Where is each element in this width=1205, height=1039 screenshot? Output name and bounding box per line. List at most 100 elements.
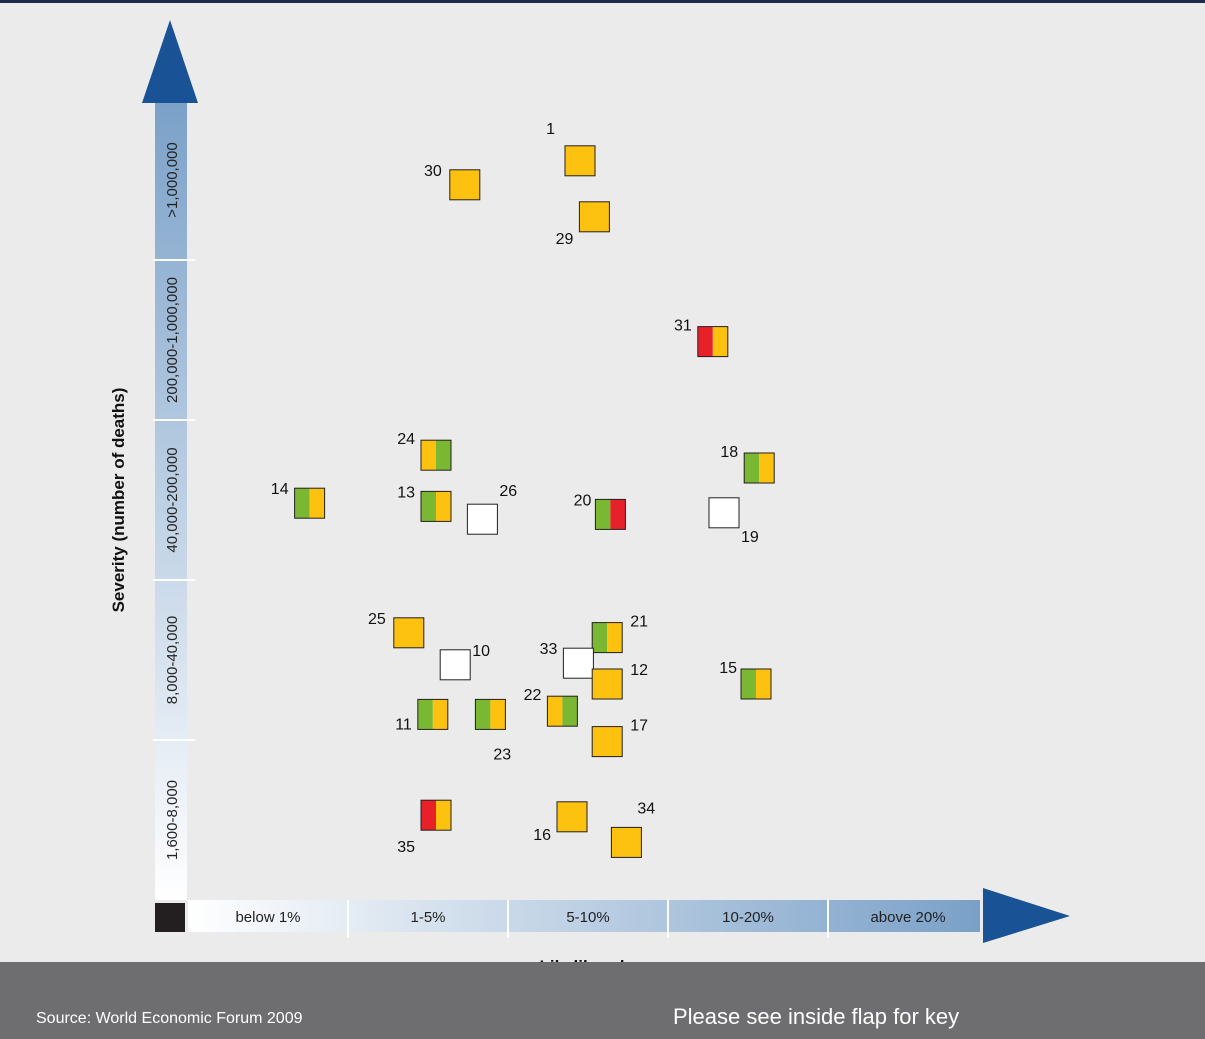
risk-marker-label: 23: [493, 746, 511, 763]
x-axis-arrow-icon: [983, 888, 1070, 943]
origin-square: [155, 903, 185, 932]
risk-marker-fill: [440, 649, 471, 680]
risk-marker-fill: [421, 800, 436, 831]
risk-marker-fill: [592, 669, 623, 699]
y-axis-band: [155, 96, 187, 900]
footer-bar: Source: World Economic Forum 2009 Please…: [0, 962, 1205, 1039]
risk-marker-label: 19: [741, 529, 759, 546]
risk-marker-border: [449, 169, 481, 201]
risk-marker-31: 31: [674, 318, 729, 358]
risk-marker-label: 34: [637, 800, 655, 817]
key-note: Please see inside flap for key: [673, 1004, 960, 1029]
risk-marker-border: [697, 326, 729, 358]
risk-marker-29: 29: [556, 201, 610, 248]
risk-marker-fill: [712, 326, 728, 357]
risk-marker-label: 12: [630, 662, 648, 679]
risk-marker-border: [562, 647, 594, 679]
risk-marker-label: 26: [499, 483, 517, 500]
risk-marker-fill: [467, 504, 498, 535]
risk-marker-border: [591, 726, 623, 758]
risk-marker-label: 1: [546, 121, 555, 138]
risk-marker-border: [294, 487, 326, 519]
risk-marker-label: 30: [424, 163, 442, 180]
risk-marker-border: [591, 622, 623, 654]
risk-chart: below 1% 1-5% 5-10% 10-20% above 20% 1,600-8,…: [109, 20, 1070, 962]
risk-marker-label: 17: [630, 718, 648, 735]
risk-marker-fill: [595, 499, 611, 530]
risk-marker-fill: [432, 699, 448, 730]
risk-marker-border: [474, 698, 506, 730]
risk-marker-label: 25: [368, 611, 386, 628]
risk-marker-fill: [309, 488, 325, 519]
risk-marker-13: 13: [397, 484, 452, 522]
risk-marker-34: 34: [610, 800, 655, 858]
risk-marker-fill: [475, 699, 491, 730]
risk-marker-fill: [436, 491, 451, 522]
risk-marker-border: [578, 201, 610, 233]
risk-marker-label: 29: [556, 231, 574, 248]
y-tick-label: 8,000-40,000: [164, 616, 181, 704]
risk-marker-18: 18: [720, 444, 775, 484]
risk-marker-border: [591, 668, 623, 700]
y-axis-arrow-icon: [142, 20, 198, 103]
risk-marker-label: 18: [720, 444, 738, 461]
risk-marker-label: 31: [674, 318, 692, 335]
risk-marker-border: [564, 145, 596, 177]
risk-marker-fill: [421, 491, 436, 522]
risk-marker-border: [708, 497, 740, 529]
x-tick-label: 10-20%: [722, 909, 774, 926]
risk-marker-14: 14: [271, 481, 326, 519]
risk-marker-11: 11: [395, 698, 449, 733]
risk-marker-22: 22: [524, 687, 578, 727]
risk-marker-fill: [294, 488, 310, 519]
risk-marker-1: 1: [546, 121, 596, 177]
risk-marker-fill: [449, 169, 480, 200]
risk-marker-border: [743, 452, 775, 484]
risk-marker-border: [466, 503, 498, 535]
risk-marker-fill: [579, 201, 610, 232]
risk-marker-label: 35: [397, 839, 415, 856]
x-tick-label: above 20%: [870, 909, 945, 926]
risk-marker-30: 30: [424, 163, 481, 201]
y-axis-title: Severity (number of deaths): [109, 388, 128, 613]
risk-marker-17: 17: [591, 718, 648, 758]
risk-marker-fill: [562, 696, 578, 727]
risk-marker-25: 25: [368, 611, 425, 649]
risk-marker-fill: [421, 440, 436, 471]
risk-marker-33: 33: [540, 641, 594, 679]
risk-marker-fill: [393, 617, 424, 648]
y-tick-label: 40,000-200,000: [164, 447, 181, 552]
risk-marker-fill: [436, 800, 451, 831]
top-rule: [0, 0, 1205, 3]
risk-marker-label: 15: [719, 660, 737, 677]
risk-marker-16: 16: [533, 801, 588, 844]
x-tick-label: 1-5%: [410, 909, 445, 926]
risk-marker-label: 16: [533, 827, 551, 844]
risk-marker-border: [420, 439, 452, 471]
risk-marker-label: 22: [524, 687, 542, 704]
risk-marker-fill: [697, 326, 713, 357]
risk-marker-fill: [611, 827, 642, 858]
risk-marker-label: 20: [574, 492, 592, 509]
risk-marker-label: 11: [395, 716, 412, 733]
x-tick-label: 5-10%: [566, 909, 609, 926]
risk-marker-fill: [490, 699, 506, 730]
risk-marker-10: 10: [439, 643, 490, 681]
risk-marker-border: [393, 617, 425, 649]
risk-marker-21: 21: [591, 614, 648, 654]
risk-marker-border: [420, 490, 452, 522]
risk-marker-fill: [744, 453, 760, 483]
x-tick-label: below 1%: [235, 909, 300, 926]
risk-marker-20: 20: [574, 492, 626, 530]
risk-marker-19: 19: [708, 497, 759, 546]
risk-marker-24: 24: [397, 431, 452, 471]
risk-marker-border: [439, 649, 471, 681]
y-tick-label: >1,000,000: [164, 142, 181, 218]
risk-marker-fill: [565, 145, 595, 176]
risk-marker-fill: [756, 669, 771, 699]
risk-marker-border: [594, 498, 626, 530]
risk-marker-fill: [547, 696, 563, 727]
risk-marker-border: [556, 801, 588, 833]
risk-marker-label: 10: [472, 643, 490, 660]
risk-marker-border: [420, 799, 452, 831]
